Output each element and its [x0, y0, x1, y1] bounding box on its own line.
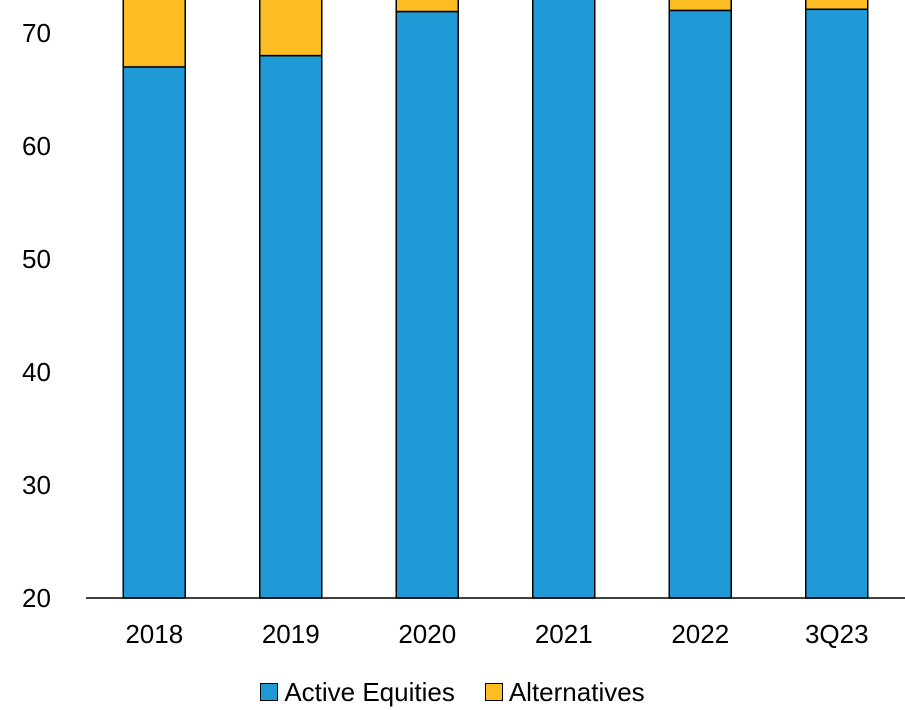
x-category-label: 2022 — [671, 619, 729, 649]
bar-segment-active-equities — [122, 66, 186, 599]
legend-label-active-equities: Active Equities — [284, 676, 455, 707]
y-tick-label: 20 — [22, 583, 51, 613]
legend-swatch-active-equities — [260, 683, 279, 701]
bar-segment-alternatives — [395, 0, 459, 13]
x-category-label: 3Q23 — [805, 619, 869, 649]
bar-segment-active-equities — [532, 0, 596, 599]
legend-label-alternatives: Alternatives — [508, 676, 645, 707]
y-tick-label: 50 — [22, 244, 51, 274]
bar-segment-alternatives — [259, 0, 323, 57]
x-category-label: 2021 — [535, 619, 593, 649]
x-category-label: 2020 — [398, 619, 456, 649]
x-axis-categories: 2018 2019 2020 2021 2022 3Q23 — [125, 619, 868, 649]
bar-segment-alternatives — [805, 0, 869, 11]
bar-segment-active-equities — [395, 10, 459, 599]
bar-segment-active-equities — [259, 54, 323, 599]
y-tick-label: 40 — [22, 357, 51, 387]
legend: Active Equities Alternatives — [0, 674, 905, 710]
bar-segment-active-equities — [805, 8, 869, 599]
bar-segment-alternatives — [668, 0, 732, 12]
legend-swatch-alternatives — [484, 683, 503, 701]
legend-item-alternatives: Alternatives — [484, 676, 645, 708]
y-axis-ticks: 20 30 40 50 60 70 — [22, 18, 51, 613]
y-tick-label: 70 — [22, 18, 51, 48]
y-tick-label: 60 — [22, 131, 51, 161]
bar-segment-alternatives — [122, 0, 186, 68]
legend-item-active-equities: Active Equities — [260, 677, 455, 708]
y-tick-label: 30 — [22, 470, 51, 500]
x-category-label: 2018 — [125, 619, 183, 649]
bar-segment-active-equities — [668, 9, 732, 599]
bars — [122, 0, 869, 599]
x-category-label: 2019 — [262, 619, 320, 649]
